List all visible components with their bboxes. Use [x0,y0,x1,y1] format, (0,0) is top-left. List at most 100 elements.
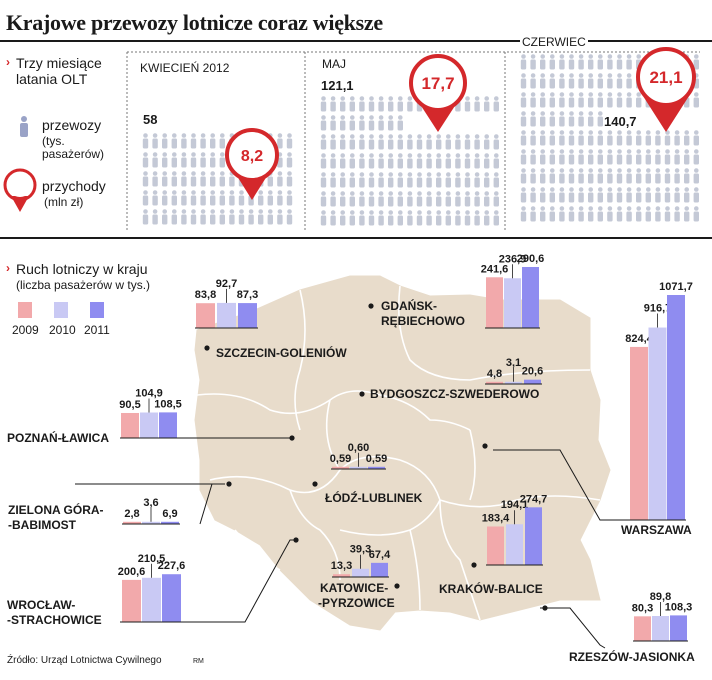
person-icon [530,54,536,70]
person-icon [407,191,413,207]
person-icon [445,153,451,169]
person-icon [152,171,158,187]
bar-2010 [142,577,161,622]
person-icon [549,149,555,165]
person-icon [277,190,283,206]
person-icon [349,172,355,188]
person-icon [340,115,346,131]
person-icon [655,149,661,165]
person-icon [464,134,471,150]
person-icon [359,172,365,188]
person-icon [397,115,403,131]
person-icon [277,133,283,149]
person-icon [368,96,375,112]
person-icon [258,190,264,206]
person-icon [455,134,461,150]
person-icon [330,153,336,169]
person-icon [540,111,546,127]
person-icon [142,190,149,206]
person-icon [397,172,403,188]
data-label: 3,6 [143,497,158,509]
revenue-value-june: 21,1 [649,68,682,87]
person-icon [397,134,403,150]
person-icon [200,190,206,206]
person-icon [684,206,690,222]
person-icon [568,187,575,203]
person-icon [407,153,413,169]
person-icon [210,209,216,225]
person-icon [152,152,158,168]
person-icon [200,133,206,149]
person-icon [693,149,699,165]
person-icon [549,187,555,203]
person-icon [588,168,594,184]
person-icon [162,152,168,168]
person-icon [436,172,442,188]
section-divider [0,237,712,239]
person-icon [171,152,177,168]
person-icon [426,172,432,188]
person-icon [588,149,594,165]
person-icon [540,54,546,70]
person-icon [190,133,197,149]
person-icon [277,209,283,225]
person-icon [674,130,680,146]
person-icon [286,171,293,187]
person-icon [359,191,365,207]
person-icon [219,209,225,225]
bar-group-8: 13,3 39,367,4 [331,544,391,578]
bar-2011 [161,521,179,524]
bar-group-2: 83,892,787,3 [195,278,258,329]
airport-label-katowice-2: -PYRZOWICE [318,596,395,610]
bar-2011 [522,266,539,328]
person-icon [330,134,336,150]
airport-dots [204,303,548,611]
airport-label-gdansk: GDAŃSK- [381,298,437,313]
person-icon [588,54,594,70]
person-icon [693,54,699,70]
person-icon [455,191,461,207]
person-icon [568,54,575,70]
person-icon [626,149,632,165]
person-icon [320,96,327,112]
person-icon [664,130,671,146]
person-icon [645,149,651,165]
person-icon [320,191,327,207]
bar-2010 [350,466,367,469]
person-icon [330,191,336,207]
page-title: Krajowe przewozy lotnicze coraz większe [6,10,383,35]
person-icon [340,153,346,169]
legend-swatch-2010 [54,302,68,318]
month-label-may: MAJ [322,57,346,71]
person-icon [588,130,594,146]
person-icon [464,210,471,226]
airport-dot-rzeszow [542,605,548,611]
bar-2010 [352,568,369,577]
person-icon [484,153,490,169]
person-icon [464,96,471,112]
data-label: 194,1 [501,499,529,511]
person-icon [540,187,546,203]
person-icon [397,210,403,226]
person-icon [474,191,480,207]
person-icon [520,73,527,89]
red-arrow-bullet-icon: › [6,55,10,69]
bar-2009 [630,346,648,520]
data-label: 39,3 [350,544,371,556]
month-label-april: KWIECIEŃ 2012 [140,61,230,75]
person-icon [597,130,603,146]
person-icon [368,191,375,207]
map-pin-icon [3,140,37,212]
bar-2010 [505,381,522,384]
person-icon [474,134,480,150]
person-icon [407,134,413,150]
person-icon [520,187,527,203]
data-label: 90,5 [119,399,140,411]
person-icon [378,134,384,150]
legend-swatch-2009 [18,302,32,318]
person-icon [340,134,346,150]
person-icon [181,209,187,225]
data-label: 824,4 [625,333,653,345]
passengers-value-may: 121,1 [321,78,354,93]
poland-map [194,275,611,631]
